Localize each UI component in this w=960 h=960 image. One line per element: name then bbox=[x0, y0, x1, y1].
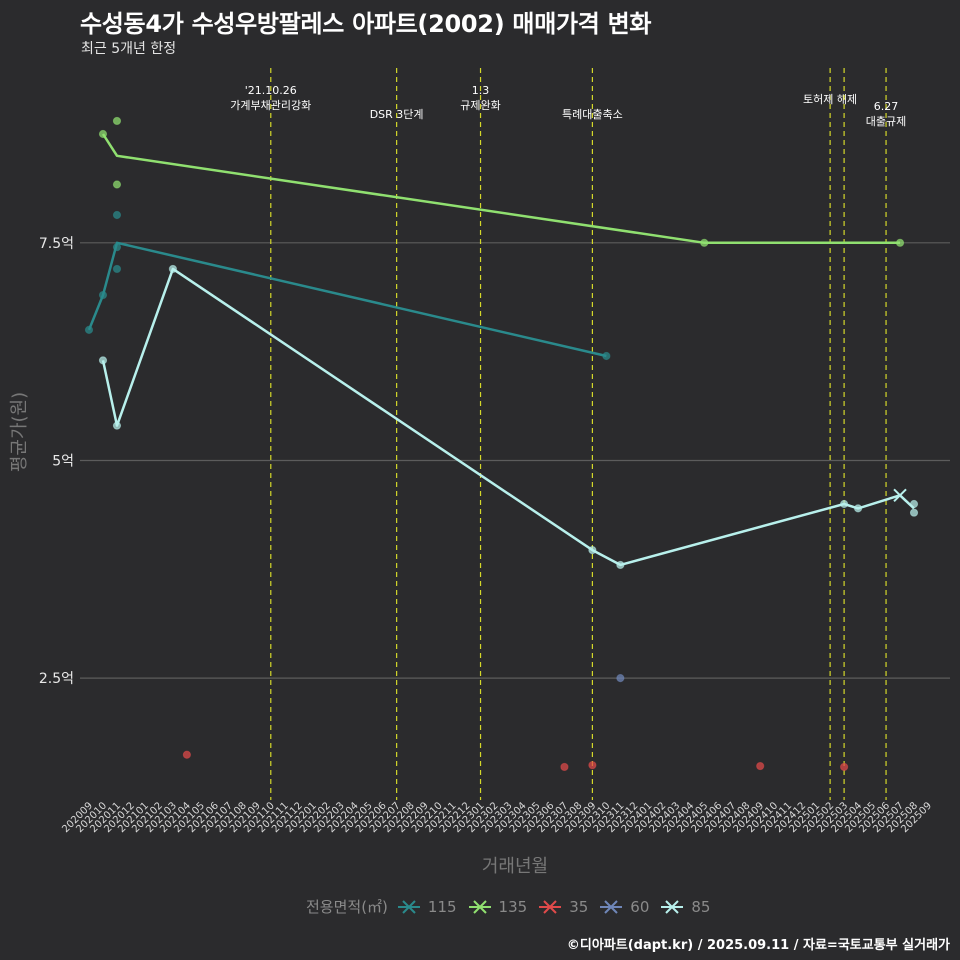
event-label: 1.3 bbox=[472, 84, 490, 97]
y-axis-label: 평균가(원) bbox=[9, 391, 30, 473]
legend-item-115: 115 bbox=[397, 897, 457, 917]
latest-marker bbox=[893, 488, 907, 503]
data-point-115 bbox=[602, 351, 611, 361]
chart-title: 수성동4가 수성우방팔레스 아파트(2002) 매매가격 변화 bbox=[80, 10, 652, 38]
series-line-115 bbox=[87, 241, 607, 358]
data-point-135 bbox=[112, 116, 122, 126]
data-point-35 bbox=[756, 761, 765, 771]
y-axis: 2.5억 5억 7.5억 bbox=[39, 236, 74, 687]
y-tick-label: 2.5억 bbox=[39, 671, 74, 687]
legend-item-60: 60 bbox=[600, 897, 649, 917]
legend-label: 115 bbox=[427, 897, 457, 916]
data-point-60 bbox=[616, 674, 625, 683]
data-point-35 bbox=[560, 762, 569, 772]
legend-key-cross bbox=[543, 899, 557, 914]
data-point-135 bbox=[112, 180, 122, 189]
legend-label: 35 bbox=[569, 897, 589, 916]
event-label: 대출규제 bbox=[866, 115, 906, 128]
event-label: DSR 3단계 bbox=[370, 108, 424, 121]
legend-label: 85 bbox=[691, 897, 711, 916]
data-point-85 bbox=[588, 546, 597, 555]
data-point-115 bbox=[112, 243, 122, 252]
legend-key-icon bbox=[397, 899, 420, 914]
legend-key-cross bbox=[604, 899, 618, 914]
event-label: 토허제 해제 bbox=[803, 92, 857, 106]
y-tick-label: 7.5억 bbox=[39, 236, 74, 252]
legend-key-icon bbox=[661, 899, 684, 914]
legend-key-cross bbox=[665, 899, 680, 914]
data-point-85 bbox=[112, 421, 122, 430]
data-point-85 bbox=[168, 264, 177, 274]
data-point-85 bbox=[853, 504, 863, 513]
series-line-85 bbox=[101, 267, 915, 567]
legend-key-icon bbox=[468, 899, 491, 914]
x-axis: 2020092020102020112020122021012021022021… bbox=[60, 800, 934, 835]
legend-item-35: 35 bbox=[539, 897, 588, 917]
data-point-135 bbox=[98, 129, 108, 139]
legend-label: 60 bbox=[630, 897, 650, 916]
y-tick-label: 5억 bbox=[52, 453, 74, 469]
legend-title: 전용면적(㎡) bbox=[306, 898, 388, 916]
series-layer bbox=[84, 116, 919, 772]
event-label: 특례대출축소 bbox=[562, 108, 623, 121]
series-line-135 bbox=[101, 133, 900, 245]
legend-key-cross bbox=[472, 899, 487, 914]
legend-label: 135 bbox=[498, 897, 528, 916]
data-point-115 bbox=[98, 290, 108, 300]
data-point-115 bbox=[112, 210, 122, 220]
chart-subtitle: 최근 5개년 한정 bbox=[81, 41, 177, 57]
legend-key-icon bbox=[600, 899, 623, 914]
event-label: 가계부채관리강화 bbox=[230, 99, 311, 112]
legend-item-135: 135 bbox=[468, 897, 528, 917]
legend-item-85: 85 bbox=[661, 897, 710, 917]
data-point-115 bbox=[84, 325, 94, 334]
event-label: 6.27 bbox=[874, 100, 899, 113]
data-point-35 bbox=[840, 762, 849, 772]
event-label: '21.10.26 bbox=[245, 84, 297, 97]
data-point-85 bbox=[840, 499, 849, 509]
data-point-85 bbox=[909, 499, 919, 509]
marker-stroke bbox=[893, 488, 907, 503]
legend: 전용면적(㎡) 115 135 35 60 85 bbox=[306, 896, 722, 917]
data-point-135 bbox=[700, 238, 709, 247]
source-caption: ©디아파트(dapt.kr) / 2025.09.11 / 자료=국토교통부 실… bbox=[566, 938, 950, 953]
data-point-115 bbox=[112, 264, 122, 274]
data-point-85 bbox=[616, 560, 625, 570]
x-axis-label: 거래년월 bbox=[481, 856, 549, 877]
gridlines bbox=[80, 242, 950, 679]
legend-key-cross bbox=[402, 899, 416, 914]
event-label: 규제완화 bbox=[460, 99, 500, 112]
data-point-35 bbox=[588, 761, 597, 770]
data-point-85 bbox=[909, 508, 919, 517]
data-point-135 bbox=[895, 238, 905, 247]
data-point-35 bbox=[182, 750, 191, 759]
data-point-85 bbox=[98, 356, 108, 365]
legend-key-icon bbox=[539, 899, 562, 914]
